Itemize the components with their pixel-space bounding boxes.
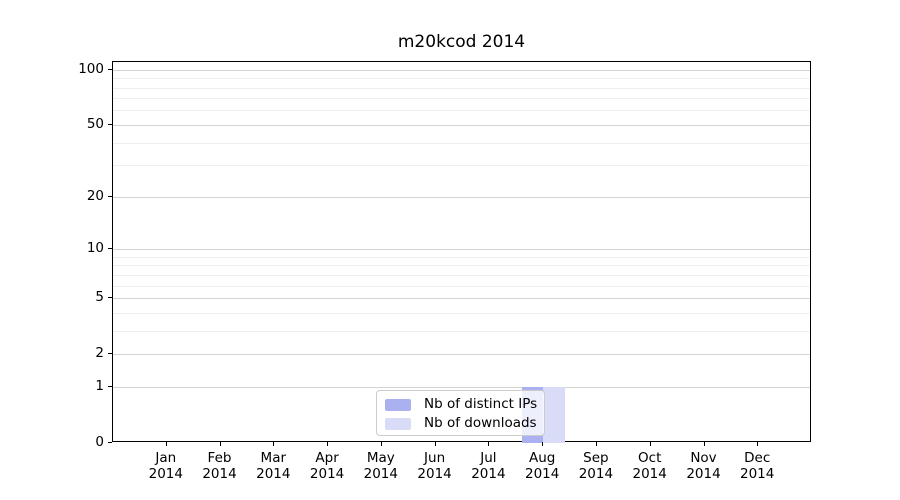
x-tick-month-may: May: [366, 450, 395, 466]
y-tick-5: [108, 297, 112, 298]
gridline-major-5: [113, 298, 810, 299]
y-tick-20: [108, 195, 112, 197]
gridline-minor-6: [113, 285, 810, 287]
gridline-minor-3: [113, 330, 810, 332]
legend-label-downloads: Nb of downloads: [424, 415, 537, 431]
x-tick-label-oct: Oct 2014: [620, 450, 680, 482]
gridline-major-20: [113, 196, 810, 198]
x-tick-year-nov: 2014: [686, 466, 721, 482]
y-tick-label-2: 2: [95, 345, 104, 362]
x-tick-nov: [703, 442, 705, 446]
x-tick-label-jan: Jan 2014: [136, 450, 196, 482]
x-tick-label-apr: Apr 2014: [297, 450, 357, 482]
x-tick-jul: [488, 442, 490, 446]
legend: Nb of distinct IPs Nb of downloads: [376, 390, 545, 436]
y-tick-label-50: 50: [86, 115, 104, 132]
x-tick-year-jul: 2014: [471, 466, 506, 482]
x-tick-label-mar: Mar 2014: [243, 450, 303, 482]
x-tick-sep: [595, 442, 597, 446]
x-tick-month-feb: Feb: [207, 450, 232, 466]
x-tick-label-dec: Dec 2014: [727, 450, 787, 482]
gridline-minor-60: [113, 110, 810, 112]
x-tick-oct: [649, 442, 651, 446]
x-tick-label-jul: Jul 2014: [458, 450, 518, 482]
plot-area: [112, 61, 811, 443]
y-tick-10: [108, 248, 112, 249]
legend-row-downloads: Nb of downloads: [385, 414, 537, 433]
x-tick-year-oct: 2014: [632, 466, 667, 482]
x-tick-may: [380, 442, 382, 446]
x-tick-year-mar: 2014: [256, 466, 291, 482]
y-tick-2: [108, 353, 112, 355]
x-tick-aug: [542, 442, 544, 446]
legend-swatch-distinct-ips: [385, 398, 411, 411]
gridline-minor-7: [113, 274, 810, 276]
gridline-minor-40: [113, 142, 810, 144]
gridline-minor-70: [113, 98, 810, 100]
bars-layer: [113, 62, 810, 443]
y-tick-label-5: 5: [95, 289, 104, 305]
y-tick-label-100: 100: [78, 60, 104, 77]
gridline-minor-8: [113, 265, 810, 267]
legend-row-distinct-ips: Nb of distinct IPs: [385, 395, 538, 414]
chart-title: m20kcod 2014: [397, 32, 526, 52]
y-tick-1: [108, 385, 112, 387]
x-tick-month-apr: Apr: [315, 450, 339, 466]
x-tick-month-aug: Aug: [529, 450, 556, 466]
x-tick-label-aug: Aug 2014: [512, 450, 572, 482]
x-tick-year-feb: 2014: [202, 466, 237, 482]
x-tick-label-may: May 2014: [351, 450, 411, 482]
x-tick-year-jan: 2014: [148, 466, 183, 482]
gridline-minor-4: [113, 312, 810, 314]
x-tick-month-oct: Oct: [638, 450, 662, 466]
gridline-major-1: [113, 386, 810, 388]
x-tick-label-nov: Nov 2014: [674, 450, 734, 482]
x-tick-month-sep: Sep: [583, 450, 609, 466]
x-tick-month-dec: Dec: [744, 450, 771, 466]
x-tick-month-jul: Jul: [480, 450, 497, 466]
x-tick-year-may: 2014: [363, 466, 398, 482]
x-tick-year-jun: 2014: [417, 466, 452, 482]
x-tick-month-jun: Jun: [424, 450, 446, 466]
gridline-major-2: [113, 354, 810, 356]
gridline-minor-9: [113, 256, 810, 258]
y-tick-0: [108, 442, 112, 443]
gridline-minor-90: [113, 78, 810, 80]
y-tick-label-10: 10: [86, 240, 104, 256]
x-tick-jun: [434, 442, 436, 446]
x-tick-year-sep: 2014: [578, 466, 614, 482]
x-tick-apr: [327, 442, 329, 446]
x-tick-jan: [165, 442, 167, 446]
x-tick-month-jan: Jan: [155, 450, 177, 466]
legend-swatch-downloads: [385, 417, 411, 430]
y-tick-label-20: 20: [86, 187, 104, 204]
x-tick-dec: [757, 442, 759, 446]
x-tick-label-jun: Jun 2014: [405, 450, 465, 482]
x-tick-year-apr: 2014: [309, 466, 345, 482]
gridlines-layer: [113, 62, 810, 441]
x-tick-year-aug: 2014: [525, 466, 560, 482]
gridline-major-50: [113, 124, 810, 126]
x-tick-label-feb: Feb 2014: [190, 450, 250, 482]
y-tick-label-1: 1: [95, 377, 104, 394]
y-tick-100: [108, 68, 112, 70]
y-tick-label-0: 0: [95, 434, 104, 450]
gridline-major-10: [113, 249, 810, 250]
gridline-minor-30: [113, 165, 810, 167]
x-tick-label-sep: Sep 2014: [566, 450, 626, 482]
bar-nb-of-downloads-aug: [543, 386, 565, 443]
x-tick-feb: [219, 442, 221, 446]
x-tick-mar: [273, 442, 275, 446]
y-tick-50: [108, 123, 112, 125]
legend-label-distinct-ips: Nb of distinct IPs: [424, 396, 538, 412]
x-tick-month-nov: Nov: [690, 450, 717, 466]
gridline-major-100: [113, 69, 810, 71]
x-tick-month-mar: Mar: [260, 450, 287, 466]
gridline-minor-80: [113, 87, 810, 89]
x-tick-year-dec: 2014: [740, 466, 775, 482]
